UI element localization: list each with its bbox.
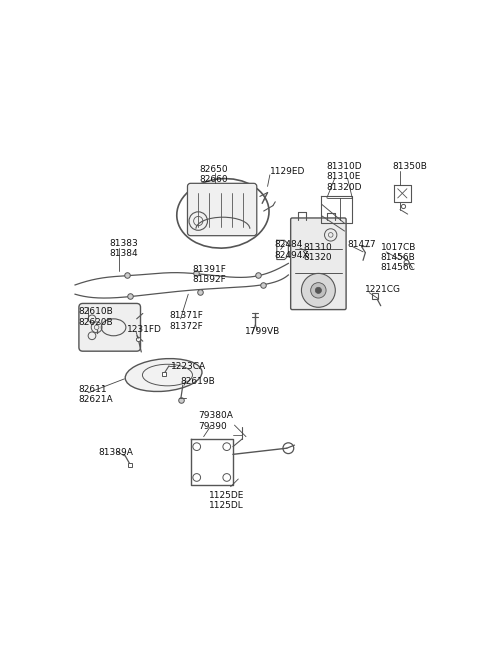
Text: 1223CA: 1223CA bbox=[170, 362, 205, 371]
Circle shape bbox=[311, 283, 326, 298]
Text: 81391F
81392F: 81391F 81392F bbox=[192, 265, 226, 284]
Text: 81389A: 81389A bbox=[98, 448, 133, 457]
Circle shape bbox=[315, 288, 322, 293]
Text: 1799VB: 1799VB bbox=[244, 327, 280, 335]
FancyBboxPatch shape bbox=[291, 218, 346, 310]
Circle shape bbox=[301, 273, 336, 307]
Text: 1129ED: 1129ED bbox=[270, 167, 305, 176]
Text: 81371F
81372F: 81371F 81372F bbox=[169, 311, 203, 331]
Text: 1017CB
81456B
81456C: 1017CB 81456B 81456C bbox=[381, 242, 416, 272]
Text: 1125DE
1125DL: 1125DE 1125DL bbox=[209, 491, 244, 510]
Text: 81350B: 81350B bbox=[392, 162, 427, 171]
Text: 1221CG: 1221CG bbox=[365, 285, 401, 294]
Text: 81310D
81310E
81320D: 81310D 81310E 81320D bbox=[327, 162, 362, 191]
Text: 82619B: 82619B bbox=[180, 377, 216, 386]
Ellipse shape bbox=[125, 358, 202, 392]
Text: 1231FD: 1231FD bbox=[127, 325, 162, 334]
FancyBboxPatch shape bbox=[188, 183, 257, 236]
FancyBboxPatch shape bbox=[79, 303, 141, 351]
Text: 81477: 81477 bbox=[348, 240, 376, 250]
Text: 82650
82660: 82650 82660 bbox=[199, 165, 228, 184]
Text: 82611
82621A: 82611 82621A bbox=[78, 385, 113, 404]
Text: 82610B
82620B: 82610B 82620B bbox=[78, 307, 113, 327]
Text: 79380A
79390: 79380A 79390 bbox=[198, 411, 233, 430]
Text: 82484
82494X: 82484 82494X bbox=[275, 240, 309, 259]
Text: 81383
81384: 81383 81384 bbox=[109, 239, 138, 258]
Text: 81310
81320: 81310 81320 bbox=[304, 242, 333, 262]
